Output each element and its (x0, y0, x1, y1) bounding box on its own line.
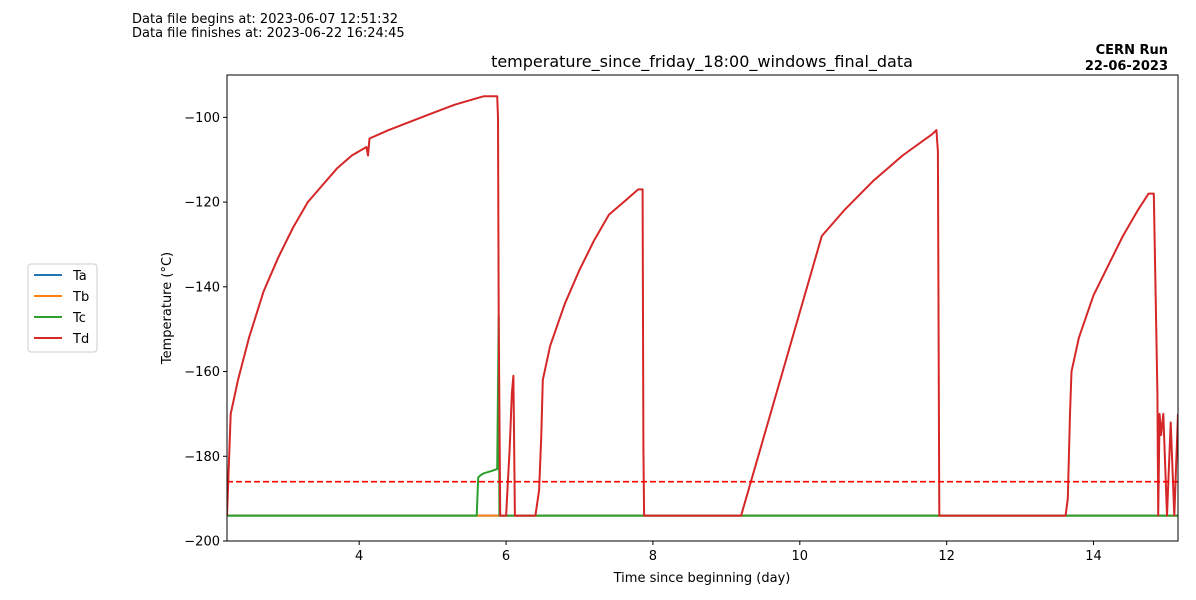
legend-label-td: Td (72, 332, 89, 347)
data-begin-info: Data file begins at: 2023-06-07 12:51:32 (132, 12, 399, 27)
x-tick-label: 14 (1085, 549, 1102, 564)
x-tick-label: 8 (649, 549, 657, 564)
x-tick-label: 6 (502, 549, 510, 564)
y-tick-label: −120 (184, 196, 220, 211)
plot-area (227, 95, 1178, 517)
x-tick-label: 10 (792, 549, 809, 564)
y-tick-label: −140 (184, 280, 220, 295)
plot-frame (226, 74, 1179, 542)
legend-frame (27, 263, 98, 353)
legend-label-tc: Tc (72, 311, 86, 326)
axes-layer: 4 6 8 10 12 14 −200 −180 −160 −140 −120 −100 (184, 74, 1179, 564)
y-tick-label: −100 (184, 111, 220, 126)
run-label-line-2: 22-06-2023 (1085, 59, 1168, 74)
legend: Ta Tb Tc Td (27, 263, 98, 353)
y-tick-label: −200 (184, 535, 220, 550)
y-tick-label: −180 (184, 450, 220, 465)
series-line-td (227, 95, 1178, 517)
chart-title: temperature_since_friday_18:00_windows_f… (491, 52, 913, 72)
run-label-line-1: CERN Run (1096, 43, 1168, 58)
data-end-info: Data file finishes at: 2023-06-22 16:24:… (132, 26, 405, 41)
y-axis-label: Temperature (°C) (160, 252, 175, 365)
legend-label-tb: Tb (72, 290, 89, 305)
x-axis-label: Time since beginning (day) (613, 571, 791, 586)
x-tick-label: 12 (938, 549, 955, 564)
plot-layer (227, 95, 1178, 517)
legend-label-ta: Ta (72, 269, 87, 284)
x-tick-label: 4 (355, 549, 363, 564)
y-tick-label: −160 (184, 365, 220, 380)
series-line-tc (227, 315, 1178, 517)
